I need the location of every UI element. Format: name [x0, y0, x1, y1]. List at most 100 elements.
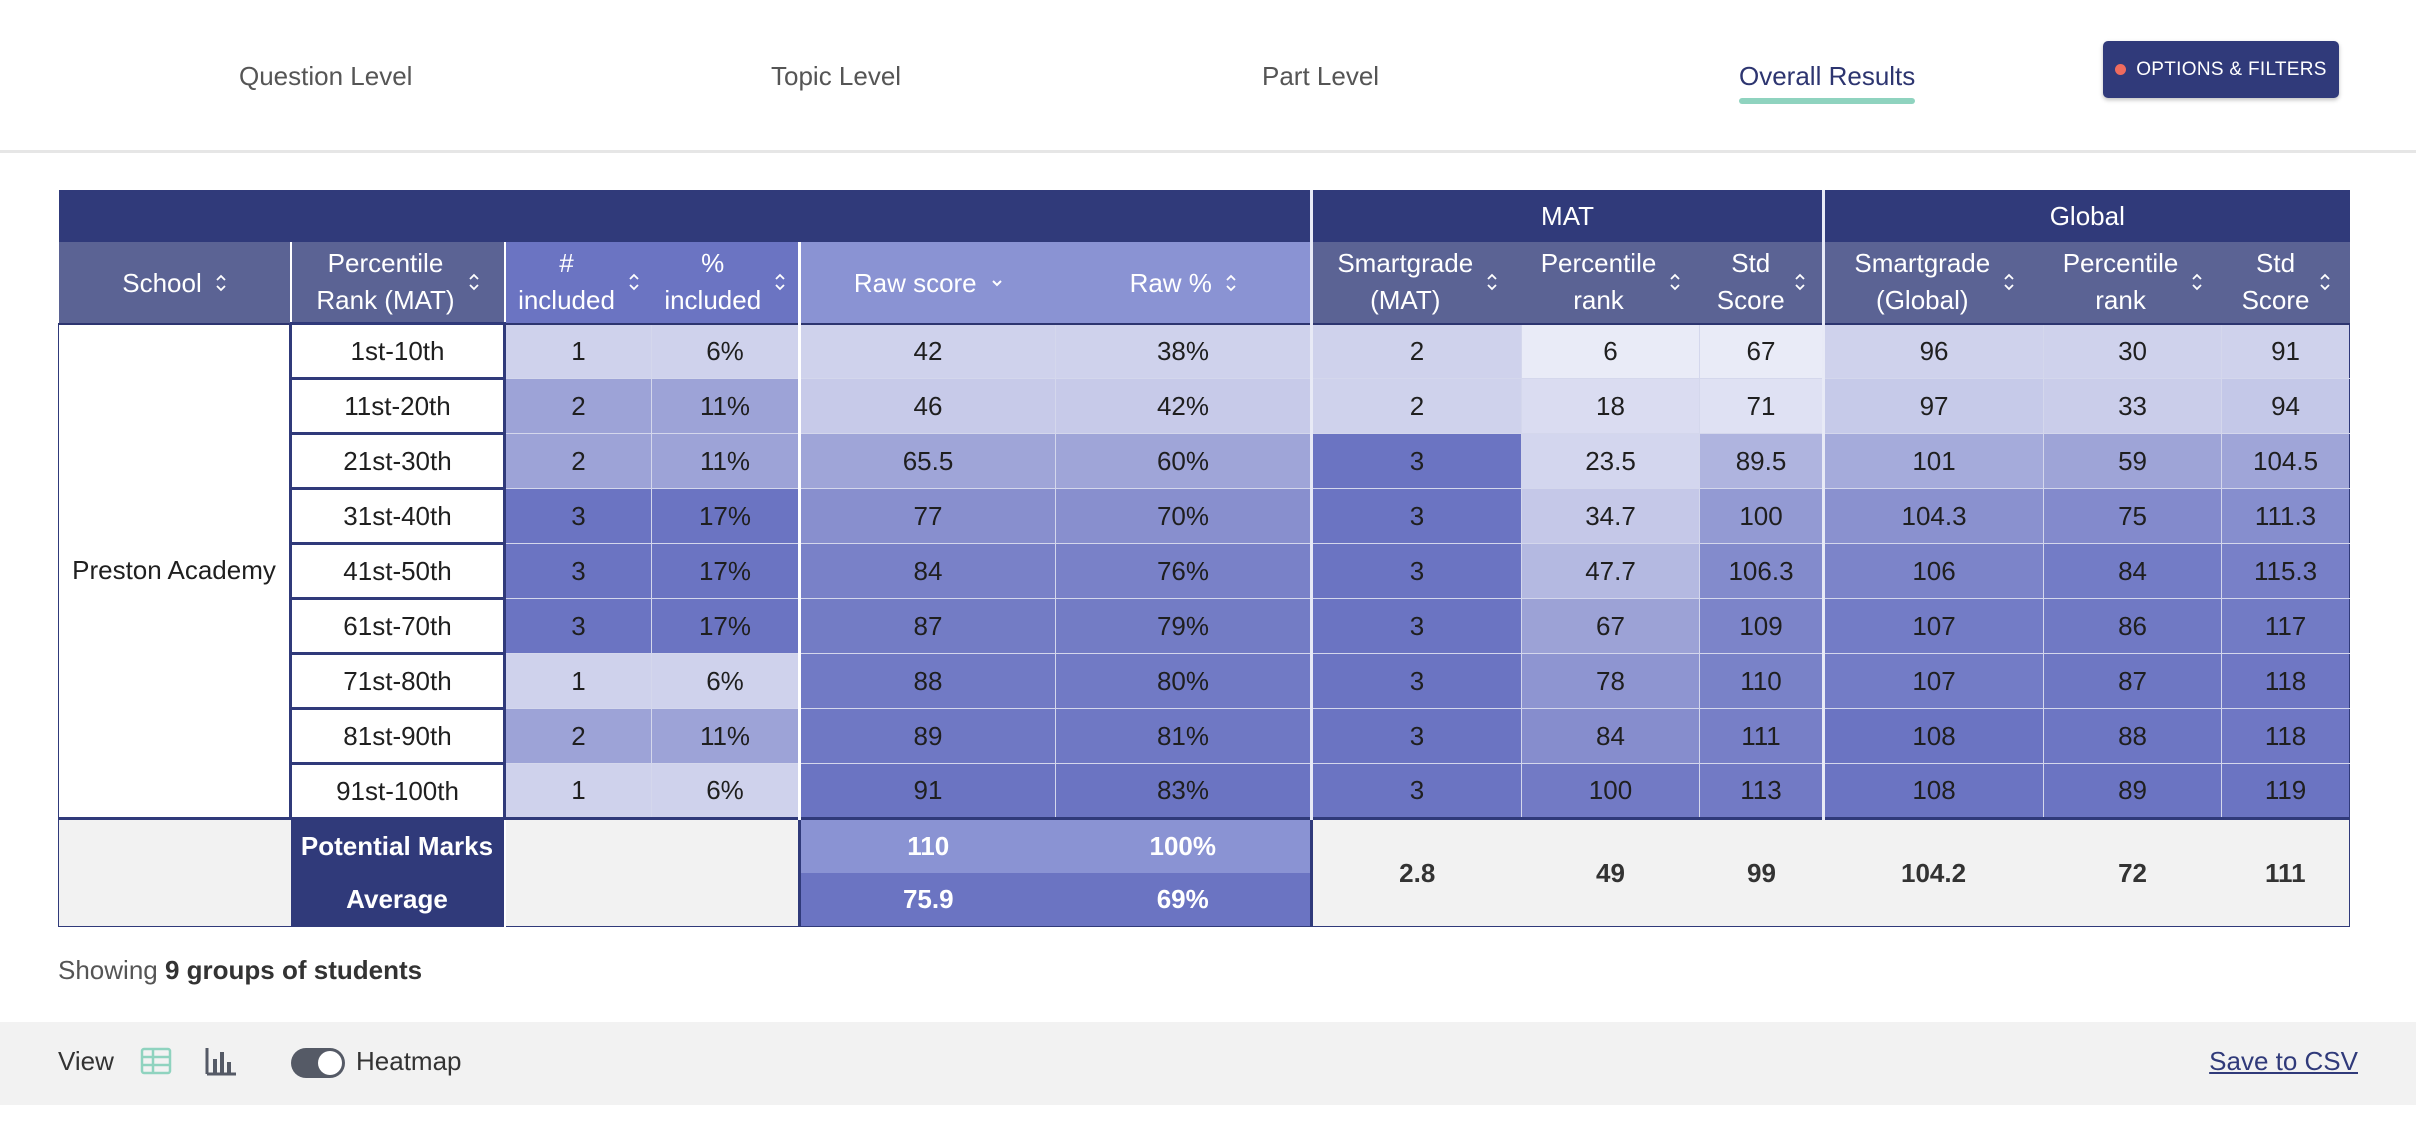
- header-group-global: Global: [1822, 190, 2350, 242]
- heatmap-toggle[interactable]: [291, 1048, 345, 1078]
- global-std-score-cell: 111.3: [2221, 488, 2351, 544]
- table-row: 81st-90th 2 11% 89 81% 3 84 111 108 88 118: [59, 707, 2351, 765]
- school-name-cell: Preston Academy: [58, 323, 291, 819]
- column-header-line: %: [701, 248, 725, 279]
- results-tab-bar: Question Level Topic Level Part Level Ov…: [0, 0, 2416, 153]
- toggle-knob: [318, 1051, 342, 1075]
- showing-count: 9 groups of students: [164, 955, 423, 985]
- sort-icon: [1670, 272, 1680, 292]
- global-percentile-rank-cell: 89: [2043, 763, 2223, 819]
- tab-topic-level[interactable]: Topic Level: [771, 56, 901, 96]
- footer-average-label: Average: [290, 873, 505, 927]
- raw-pct-cell: 38%: [1055, 323, 1312, 379]
- column-header-label: Percentile rank: [1541, 245, 1657, 319]
- save-to-csv-link[interactable]: Save to CSV: [2209, 1046, 2358, 1076]
- footer-potential-raw: 110: [798, 817, 1056, 873]
- footer-avg-smartgrade-global: 104.2: [1823, 817, 2044, 927]
- column-header-label: Std Score: [1717, 245, 1785, 319]
- sort-icon: [2319, 272, 2330, 292]
- raw-score-cell: 65.5: [798, 433, 1056, 489]
- percentile-rank-cell: 61st-70th: [289, 597, 506, 655]
- sort-icon: [1487, 272, 1497, 292]
- raw-score-cell: 42: [798, 323, 1056, 379]
- column-header-label: Percentile rank: [2063, 245, 2179, 319]
- num-included-cell: 1: [504, 763, 652, 819]
- mat-percentile-rank-cell: 67: [1521, 598, 1700, 654]
- column-header-percentile-rank-mat[interactable]: Percentile Rank (MAT): [289, 242, 505, 325]
- column-header-num-included[interactable]: # included: [503, 242, 652, 325]
- sort-icon: [216, 273, 226, 293]
- global-percentile-rank-cell: 87: [2043, 653, 2223, 709]
- footer-avg-smartgrade-mat: 2.8: [1310, 817, 1522, 927]
- mat-percentile-rank-cell: 18: [1521, 378, 1700, 434]
- column-header-line: rank: [1573, 285, 1624, 316]
- raw-pct-cell: 81%: [1055, 708, 1312, 764]
- column-header-label: % included: [664, 245, 761, 319]
- smartgrade-mat-cell: 2: [1310, 323, 1522, 379]
- heatmap-label: Heatmap: [356, 1046, 462, 1076]
- column-header-line: rank: [2095, 285, 2146, 316]
- mat-percentile-rank-cell: 84: [1521, 708, 1700, 764]
- tab-part-level[interactable]: Part Level: [1262, 56, 1379, 96]
- column-header-line: Smartgrade: [1854, 248, 1991, 279]
- footer-avg-mat-std-score: 99: [1699, 817, 1824, 927]
- percentile-rank-cell: 91st-100th: [289, 762, 506, 820]
- raw-pct-cell: 42%: [1055, 378, 1312, 434]
- column-header-line: Rank (MAT): [316, 285, 455, 315]
- table-grid-icon[interactable]: [140, 1046, 176, 1078]
- percentile-rank-cell: 31st-40th: [289, 487, 506, 545]
- sort-descending-icon: [991, 273, 1003, 293]
- column-header-global-std-score[interactable]: Std Score: [2221, 242, 2350, 325]
- options-filters-button[interactable]: OPTIONS & FILTERS: [2103, 41, 2339, 98]
- global-std-score-cell: 91: [2221, 323, 2351, 379]
- column-header-school[interactable]: School: [58, 242, 291, 325]
- mat-std-score-cell: 110: [1698, 653, 1825, 709]
- column-header-raw-pct[interactable]: Raw %: [1055, 242, 1312, 325]
- mat-percentile-rank-cell: 100: [1521, 763, 1700, 819]
- smartgrade-global-cell: 107: [1822, 598, 2045, 654]
- table-row: 21st-30th 2 11% 65.5 60% 3 23.5 89.5 101 59 104.5: [59, 432, 2351, 490]
- global-percentile-rank-cell: 86: [2043, 598, 2223, 654]
- tab-question-level[interactable]: Question Level: [239, 56, 412, 96]
- mat-std-score-cell: 67: [1698, 323, 1825, 379]
- sort-icon: [468, 272, 479, 292]
- column-header-label: Std Score: [2242, 245, 2310, 319]
- mat-std-score-cell: 111: [1698, 708, 1825, 764]
- column-header-mat-percentile-rank[interactable]: Percentile rank: [1521, 242, 1700, 325]
- column-header-mat-std-score[interactable]: Std Score: [1699, 242, 1824, 325]
- mat-percentile-rank-cell: 47.7: [1521, 543, 1700, 599]
- num-included-cell: 1: [504, 653, 652, 709]
- column-header-smartgrade-mat[interactable]: Smartgrade (MAT): [1310, 242, 1522, 325]
- options-filters-label: OPTIONS & FILTERS: [2136, 58, 2327, 80]
- mat-percentile-rank-cell: 78: [1521, 653, 1700, 709]
- global-std-score-cell: 104.5: [2221, 433, 2351, 489]
- column-header-pct-included[interactable]: % included: [651, 242, 800, 325]
- smartgrade-global-cell: 96: [1822, 323, 2045, 379]
- header-group-mat: MAT: [1309, 190, 1824, 242]
- smartgrade-mat-cell: 2: [1310, 378, 1522, 434]
- sort-icon: [2004, 272, 2014, 292]
- results-table-body: Preston Academy 1st-10th 1 6% 42 38% 2 6 67 96 30 9…: [58, 322, 2351, 820]
- sort-icon: [629, 272, 639, 292]
- num-included-cell: 2: [504, 378, 652, 434]
- column-header-line: Score: [1716, 285, 1785, 316]
- column-header-raw-score[interactable]: Raw score: [798, 242, 1056, 325]
- table-row: 11st-20th 2 11% 46 42% 2 18 71 97 33 94: [59, 377, 2351, 435]
- column-header-line: (MAT): [1370, 285, 1441, 316]
- column-header-label: Percentile Rank (MAT): [316, 245, 454, 319]
- column-header-line: Std: [2256, 248, 2296, 279]
- overall-results-table-container: MAT Global School Percentile Rank (MAT) #…: [58, 190, 2351, 927]
- global-std-score-cell: 94: [2221, 378, 2351, 434]
- tab-overall-results[interactable]: Overall Results: [1739, 56, 1916, 104]
- view-toolbar: View Heatmap Save to CSV: [0, 1022, 2416, 1105]
- column-header-smartgrade-global[interactable]: Smartgrade (Global): [1822, 242, 2044, 325]
- tab-label: Topic Level: [771, 61, 902, 91]
- column-header-label: School: [122, 267, 202, 298]
- column-header-label: Raw score: [853, 267, 977, 298]
- header-column-row: School Percentile Rank (MAT) # included % i…: [58, 242, 2350, 325]
- table-row: 61st-70th 3 17% 87 79% 3 67 109 107 86 117: [59, 597, 2351, 655]
- mat-std-score-cell: 113: [1698, 763, 1825, 819]
- column-header-line: Percentile: [2062, 248, 2179, 279]
- column-header-global-percentile-rank[interactable]: Percentile rank: [2043, 242, 2222, 325]
- bar-chart-icon[interactable]: [204, 1046, 240, 1078]
